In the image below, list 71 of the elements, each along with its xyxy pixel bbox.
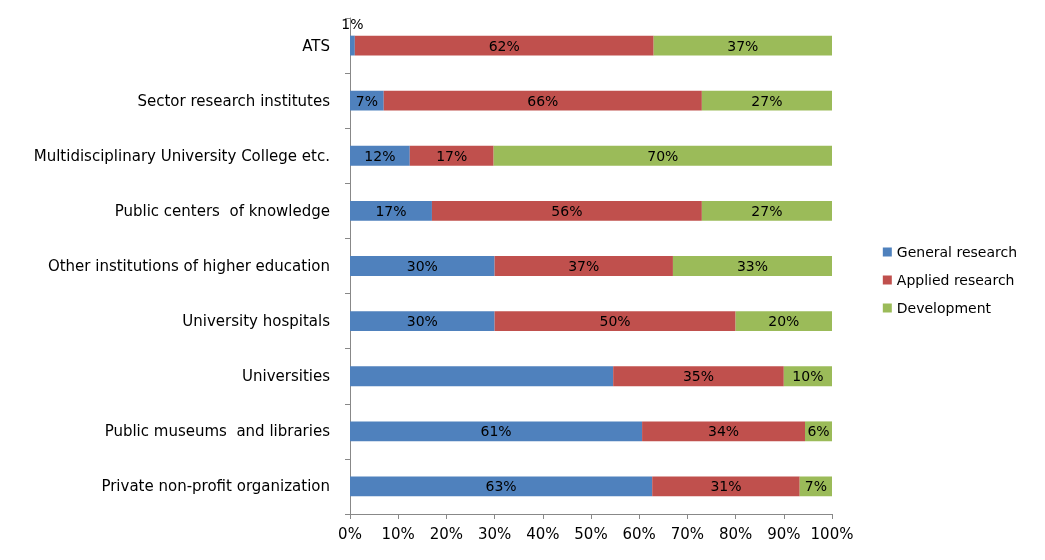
bar [383, 90, 702, 111]
data-label: 1% [341, 15, 364, 32]
legend-label: Applied research [896, 272, 1015, 288]
x-tick-label: 10% [381, 524, 415, 543]
data-label: 12% [364, 147, 396, 164]
legend-label: Development [896, 300, 992, 316]
y-tick-label: Public centers of knowledge [114, 201, 330, 220]
data-label: 27% [751, 202, 783, 219]
x-tick-label: 40% [526, 524, 560, 543]
x-tick-label: 60% [622, 524, 656, 543]
bar [613, 366, 784, 387]
legend-label: General research [896, 244, 1018, 260]
bar [701, 90, 832, 111]
x-tick-label: 80% [718, 524, 753, 543]
data-label: 62% [488, 37, 520, 54]
y-tick-label: Other institutions of higher education [47, 257, 330, 275]
y-tick-label: University hospitals [182, 312, 331, 331]
bar [350, 366, 614, 387]
data-label: 34% [707, 423, 740, 440]
x-tick-label: 0% [338, 524, 362, 543]
y-tick-label: Private non-profit organization [101, 477, 330, 496]
data-label: 50% [599, 313, 631, 330]
data-label: 37% [727, 37, 759, 54]
data-label: 7% [355, 92, 378, 109]
bar [652, 476, 800, 497]
bar [431, 200, 702, 221]
bar [350, 421, 643, 442]
data-label: 7% [804, 478, 827, 495]
y-tick-label: Public museums and libraries [104, 422, 331, 441]
bar [672, 256, 832, 276]
x-tick-label: 70% [670, 524, 705, 543]
x-tick-label: 20% [429, 524, 464, 543]
data-label: 33% [736, 258, 769, 274]
y-tick-label: Universities [241, 367, 331, 386]
bar [350, 35, 355, 56]
bar [701, 200, 832, 221]
y-tick-label: Multidisciplinary University College etc. [33, 146, 330, 165]
bar [494, 256, 673, 276]
data-label: 10% [792, 368, 824, 385]
data-label: 6% [807, 423, 830, 440]
bar [350, 256, 495, 276]
data-label: 20% [768, 313, 800, 330]
x-tick-label: 100% [810, 524, 854, 543]
data-label: 17% [436, 147, 468, 164]
bar [494, 311, 736, 332]
data-label: 31% [710, 478, 742, 495]
data-label: 56% [551, 202, 583, 219]
y-tick-label: Sector research institutes [137, 91, 331, 110]
x-tick-label: 90% [767, 524, 801, 543]
bar [653, 35, 832, 56]
bar [409, 145, 494, 166]
data-label: 17% [375, 202, 407, 219]
bar [735, 311, 832, 332]
y-tick-label: ATS [302, 36, 330, 55]
data-label: 35% [682, 368, 715, 385]
data-label: 27% [751, 92, 783, 109]
data-label: 66% [527, 92, 559, 109]
data-label: 61% [480, 423, 512, 440]
bar [350, 311, 495, 332]
data-label: 37% [568, 258, 600, 274]
bar [493, 145, 832, 166]
data-label: 63% [485, 478, 517, 495]
bar [354, 35, 654, 56]
data-label: 30% [406, 313, 438, 330]
x-tick-label: 30% [477, 524, 512, 543]
x-tick-label: 50% [574, 524, 608, 543]
bar [642, 421, 806, 442]
bar [350, 200, 432, 221]
bar [350, 476, 653, 497]
data-label: 70% [647, 147, 679, 164]
data-label: 30% [406, 258, 438, 274]
